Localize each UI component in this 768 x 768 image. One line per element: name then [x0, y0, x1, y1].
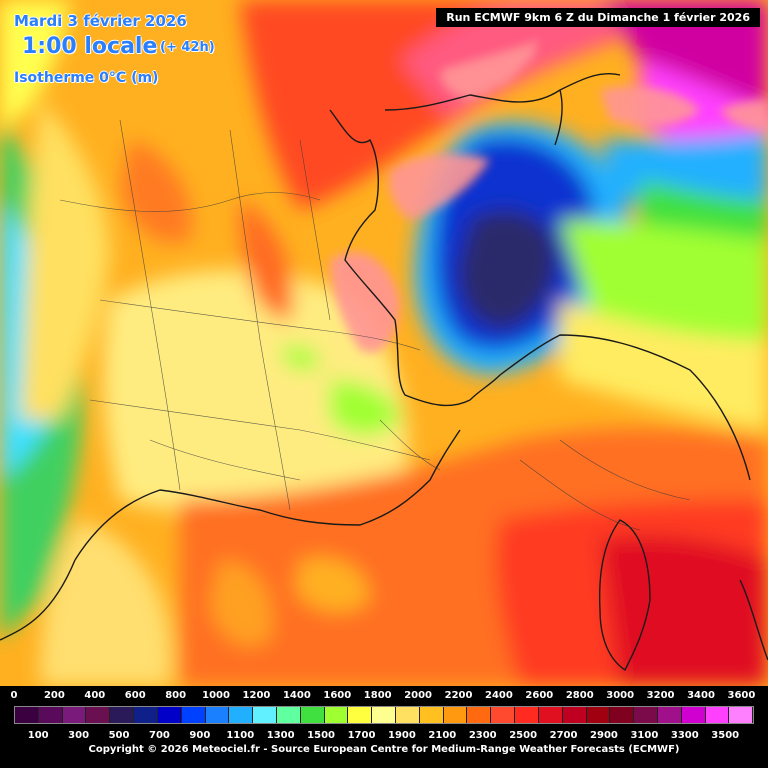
legend-bottom-label: 1100 — [226, 730, 255, 741]
legend-bottom-label: 1500 — [307, 730, 335, 741]
legend-top-label: 3600 — [727, 690, 756, 701]
legend-bottom-label: 100 — [27, 730, 49, 741]
legend-swatch — [657, 707, 682, 723]
region-borders — [59, 119, 691, 531]
forecast-date: Mardi 3 février 2026 — [14, 12, 187, 30]
legend-swatch — [38, 707, 63, 723]
parameter-title: Isotherme 0°C (m) — [14, 70, 159, 86]
legend-top-label: 800 — [165, 690, 187, 701]
legend-swatch — [300, 707, 325, 723]
legend-bottom-label: 2500 — [509, 730, 538, 741]
legend-swatch — [276, 707, 301, 723]
legend-top-label: 1000 — [202, 690, 230, 701]
legend-color-bar — [14, 706, 754, 724]
legend-bottom-label: 1900 — [387, 730, 416, 741]
legend-swatch — [515, 707, 539, 723]
legend-swatch — [110, 707, 135, 723]
legend-top-label: 0 — [10, 690, 18, 701]
legend-swatch — [181, 707, 206, 723]
legend-top-label: 2000 — [404, 690, 433, 701]
legend-swatch — [253, 707, 277, 723]
field-blobs — [0, 0, 768, 686]
legend-top-label: 200 — [43, 690, 65, 701]
legend-top-label: 2600 — [525, 690, 554, 701]
legend-top-label: 2400 — [485, 690, 513, 701]
legend-bottom-label: 1700 — [347, 730, 376, 741]
legend-swatch — [610, 707, 635, 723]
legend-bottom-label: 2100 — [428, 730, 457, 741]
legend-swatch — [62, 707, 87, 723]
legend-swatch — [562, 707, 587, 723]
legend-swatch — [205, 707, 230, 723]
legend-bottom-label: 900 — [189, 730, 211, 741]
hatch-zones — [330, 40, 768, 353]
legend-top-label: 1800 — [363, 690, 392, 701]
run-info: Run ECMWF 9km 6 Z du Dimanche 1 février … — [436, 8, 760, 27]
legend-bottom-label: 3500 — [711, 730, 740, 741]
legend-top-label: 400 — [84, 690, 106, 701]
legend-swatch — [324, 707, 349, 723]
legend-swatch — [443, 707, 468, 723]
legend-top-label: 2200 — [444, 690, 473, 701]
legend-swatch — [348, 707, 373, 723]
legend-top-label: 1200 — [242, 690, 271, 701]
legend-bottom-label: 700 — [149, 730, 170, 741]
legend-bottom-labels: 100 300 500 700 900 1100 1300 1500 1700 1900 2100 2… — [0, 730, 768, 744]
legend-swatch — [134, 707, 158, 723]
isotherm-map — [0, 0, 768, 686]
legend-swatch — [86, 707, 111, 723]
legend-swatch — [491, 707, 516, 723]
lead-time: (+ 42h) — [160, 40, 215, 55]
legend-swatch — [396, 707, 420, 723]
legend-top-labels: 0 200 400 600 800 1000 1200 1400 1600 1800 2000 220… — [0, 690, 768, 704]
legend-swatch — [467, 707, 492, 723]
legend-top-label: 3000 — [606, 690, 635, 701]
legend-bottom-label: 3100 — [630, 730, 659, 741]
legend-bottom-label: 300 — [68, 730, 90, 741]
legend-top-label: 3200 — [646, 690, 675, 701]
country-borders — [0, 73, 768, 672]
legend-bottom-label: 2900 — [590, 730, 618, 741]
legend-swatch — [681, 707, 706, 723]
legend-bottom-label: 2700 — [549, 730, 578, 741]
legend-bottom-label: 3300 — [670, 730, 699, 741]
legend-swatch — [705, 707, 730, 723]
legend-swatch — [15, 707, 39, 723]
legend-swatch — [157, 707, 182, 723]
legend-swatch — [229, 707, 254, 723]
legend-swatch — [729, 707, 754, 723]
legend-top-label: 1400 — [282, 690, 311, 701]
forecast-time: 1:00 locale — [22, 34, 158, 59]
legend-swatch — [538, 707, 563, 723]
legend-bottom-label: 1300 — [266, 730, 295, 741]
legend-top-label: 2800 — [565, 690, 594, 701]
copyright-text: Copyright © 2026 Meteociel.fr - Source E… — [88, 744, 680, 755]
legend-swatch — [419, 707, 444, 723]
color-legend: 0 200 400 600 800 1000 1200 1400 1600 1800 2000 220… — [0, 686, 768, 768]
legend-swatch — [372, 707, 396, 723]
legend-top-label: 600 — [124, 690, 146, 701]
legend-swatch — [586, 707, 611, 723]
legend-bottom-label: 2300 — [468, 730, 497, 741]
legend-bottom-label: 500 — [108, 730, 130, 741]
legend-swatch — [634, 707, 658, 723]
legend-top-label: 1600 — [323, 690, 352, 701]
legend-top-label: 3400 — [687, 690, 715, 701]
